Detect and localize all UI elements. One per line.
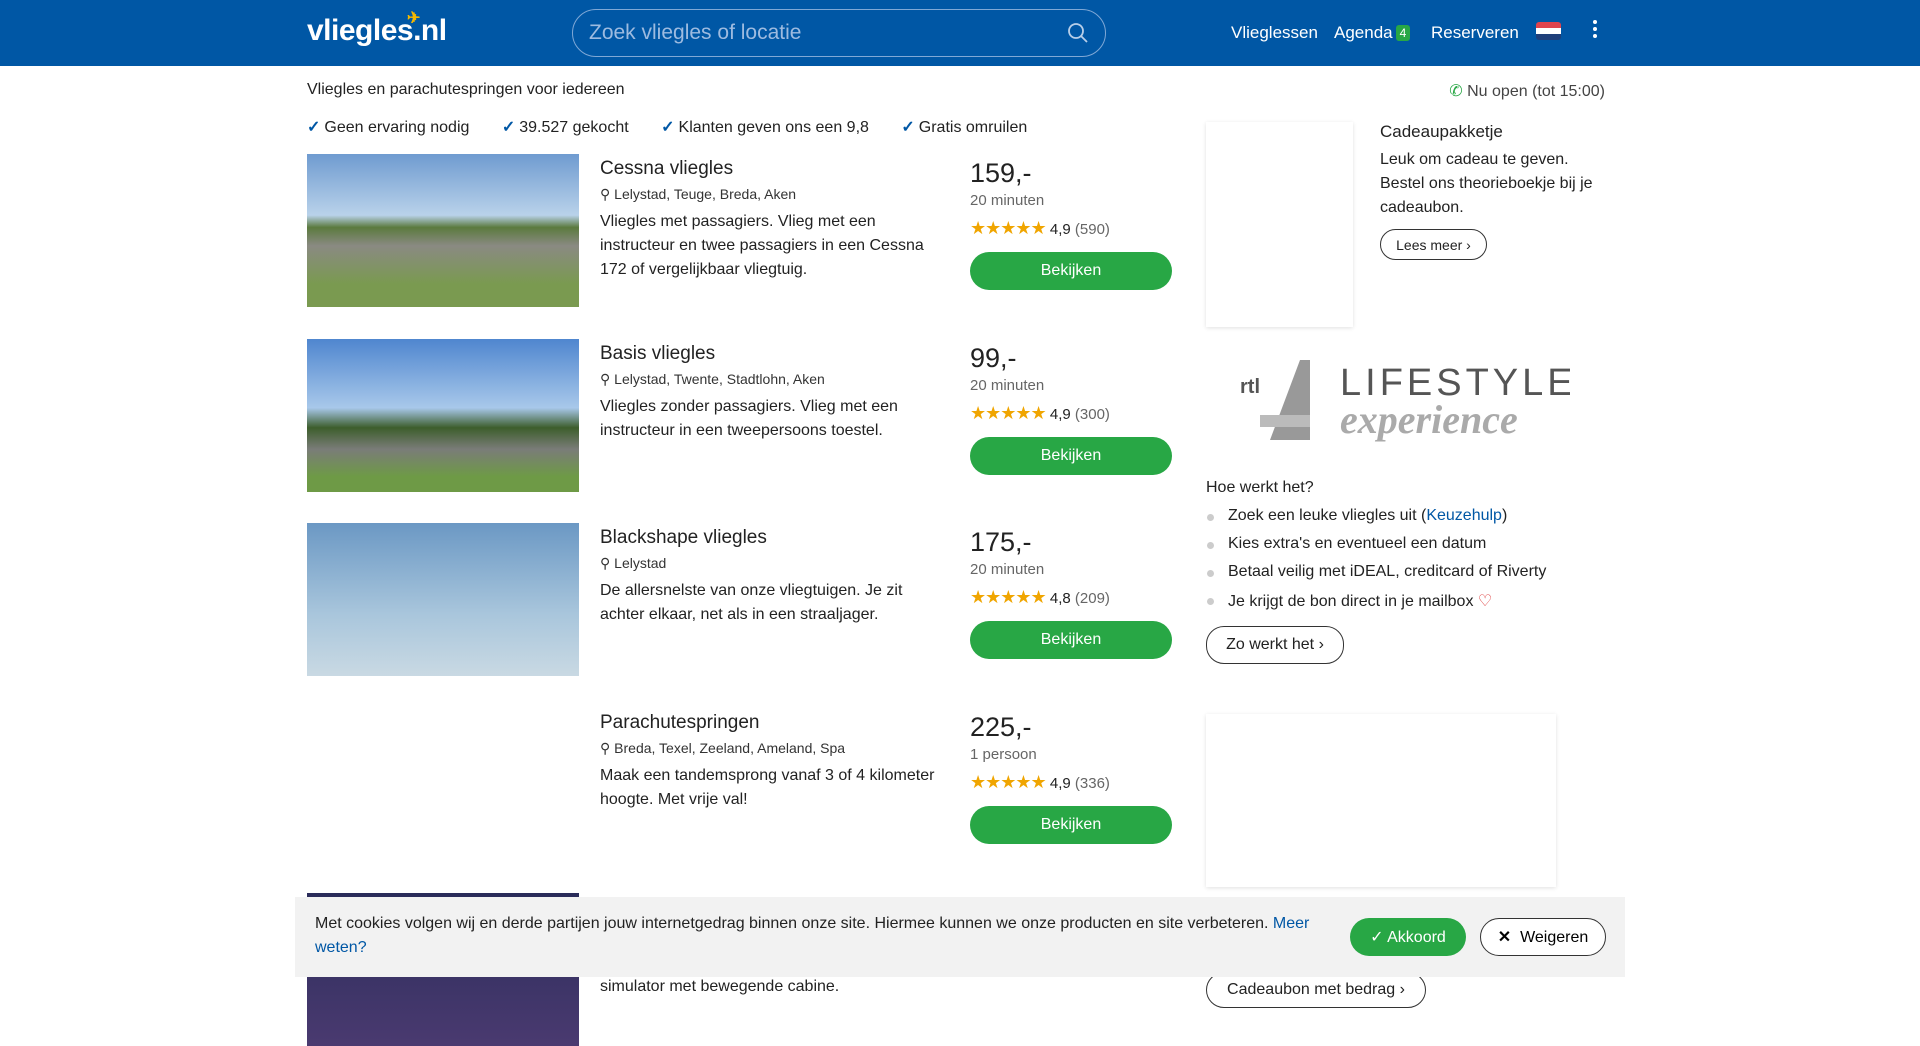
how-step: Zoek een leuke vliegles uit (Keuzehulp) xyxy=(1206,507,1546,535)
star-rating-icon: ★★★★★ xyxy=(970,403,1047,423)
open-status[interactable]: ✆ Nu open (tot 15:00) xyxy=(1449,81,1605,101)
cookie-more-link[interactable]: Meer weten? xyxy=(315,915,1310,956)
product-locations: ⚲ Lelystad xyxy=(600,555,667,571)
heart-icon: ♡ xyxy=(1477,593,1493,610)
gift-package-image xyxy=(1206,122,1353,327)
product-card: Parachutespringen ⚲ Breda, Texel, Zeelan… xyxy=(307,708,1177,861)
product-card: Cessna vliegles ⚲ Lelystad, Teuge, Breda… xyxy=(307,154,1177,307)
product-title[interactable]: Basis vliegles xyxy=(600,343,716,364)
usp-item: ✓ Geen ervaring nodig xyxy=(307,119,470,136)
product-price: 225,- xyxy=(970,712,1032,742)
product-description: simulator met bewegende cabine. xyxy=(600,978,840,995)
usp-item: ✓ Gratis omruilen xyxy=(901,119,1028,136)
location-pin-icon: ⚲ xyxy=(600,371,615,387)
usp-item: ✓ Klanten geven ons een 9,8 xyxy=(661,119,869,136)
product-image[interactable] xyxy=(307,154,579,307)
product-price: 99,- xyxy=(970,343,1017,373)
svg-text:experience: experience xyxy=(1340,397,1518,442)
nav-agenda[interactable]: Agenda 4 xyxy=(1334,23,1411,43)
usp-list: ✓ Geen ervaring nodig ✓ 39.527 gekocht ✓ Kl… xyxy=(307,117,1055,137)
product-duration: 1 persoon xyxy=(970,746,1037,763)
dutch-flag-icon[interactable] xyxy=(1536,22,1561,40)
svg-text:LIFESTYLE: LIFESTYLE xyxy=(1340,362,1570,404)
product-locations: ⚲ Breda, Texel, Zeeland, Ameland, Spa xyxy=(600,740,846,756)
more-menu-icon[interactable] xyxy=(1593,20,1599,41)
nav-vlieglessen[interactable]: Vlieglessen xyxy=(1231,23,1318,42)
nav-reserveren[interactable]: Reserveren xyxy=(1431,23,1519,42)
nav-agenda-label: Agenda xyxy=(1334,23,1393,42)
product-title[interactable]: Parachutespringen xyxy=(600,712,760,733)
product-image[interactable] xyxy=(307,523,579,676)
product-description: Vliegles met passagiers. Vlieg met een i… xyxy=(600,213,924,278)
view-product-button[interactable]: Bekijken xyxy=(970,806,1172,844)
product-rating: ★★★★★ 4,9 (300) xyxy=(970,403,1110,423)
cookie-text: Met cookies volgen wij en derde partijen… xyxy=(315,915,1310,956)
how-it-works-list: Zoek een leuke vliegles uit (Keuzehulp) … xyxy=(1206,507,1546,619)
check-icon: ✓ xyxy=(501,119,516,136)
product-description: De allersnelste van onze vliegtuigen. Je… xyxy=(600,582,903,623)
search-bar xyxy=(572,9,1106,57)
check-icon: ✓ xyxy=(307,119,321,136)
view-product-button[interactable]: Bekijken xyxy=(970,437,1172,475)
star-rating-icon: ★★★★★ xyxy=(970,218,1047,238)
tagline: Vliegles en parachutespringen voor ieder… xyxy=(307,81,625,98)
svg-text:rtl: rtl xyxy=(1240,376,1260,398)
view-product-button[interactable]: Bekijken xyxy=(970,621,1172,659)
location-pin-icon: ⚲ xyxy=(600,740,615,756)
open-status-text: Nu open (tot 15:00) xyxy=(1467,83,1605,100)
product-price: 159,- xyxy=(970,158,1032,188)
location-pin-icon: ⚲ xyxy=(600,186,615,202)
product-title[interactable]: Blackshape vliegles xyxy=(600,527,767,548)
star-rating-icon: ★★★★★ xyxy=(970,587,1047,607)
product-rating: ★★★★★ 4,9 (336) xyxy=(970,772,1110,792)
rtl4-lifestyle-logo: rtl LIFESTYLE experience xyxy=(1240,360,1570,442)
gift-title: Cadeaupakketje xyxy=(1380,122,1503,141)
product-duration: 20 minuten xyxy=(970,192,1045,209)
view-product-button[interactable]: Bekijken xyxy=(970,252,1172,290)
plane-icon: ✈ xyxy=(407,10,420,27)
logo[interactable]: vliegles.nl ✈ xyxy=(307,10,447,47)
check-icon: ✓ xyxy=(661,119,675,136)
product-card: Blackshape vliegles ⚲ Lelystad De allers… xyxy=(307,523,1177,676)
how-step: Kies extra's en eventueel een datum xyxy=(1206,535,1546,563)
product-locations: ⚲ Lelystad, Teuge, Breda, Aken xyxy=(600,186,797,202)
cookie-banner: Met cookies volgen wij en derde partijen… xyxy=(295,897,1625,977)
check-icon: ✓ xyxy=(1370,929,1388,946)
check-icon: ✓ xyxy=(901,119,915,136)
product-title[interactable]: Cessna vliegles xyxy=(600,158,734,179)
how-step: Betaal veilig met iDEAL, creditcard of R… xyxy=(1206,563,1546,591)
product-image[interactable] xyxy=(307,339,579,492)
search-icon[interactable] xyxy=(1067,22,1089,44)
cookie-accept-button[interactable]: ✓ Akkoord xyxy=(1350,918,1466,956)
product-rating: ★★★★★ 4,9 (590) xyxy=(970,218,1110,238)
voucher-amount-button[interactable]: Cadeaubon met bedrag › xyxy=(1206,972,1426,1008)
product-card: Basis vliegles ⚲ Lelystad, Twente, Stadt… xyxy=(307,339,1177,492)
usp-item: ✓ 39.527 gekocht xyxy=(501,119,629,136)
product-description: Maak een tandemsprong vanaf 3 of 4 kilom… xyxy=(600,767,935,808)
cookie-reject-button[interactable]: ✕ Weigeren xyxy=(1480,918,1606,956)
product-duration: 20 minuten xyxy=(970,377,1045,394)
keuzehulp-link[interactable]: Keuzehulp xyxy=(1426,507,1502,524)
side-banner xyxy=(1206,714,1556,887)
read-more-button[interactable]: Lees meer › xyxy=(1380,229,1487,260)
product-price: 175,- xyxy=(970,527,1032,557)
how-step: Je krijgt de bon direct in je mailbox ♡ xyxy=(1206,591,1546,619)
how-it-works-button[interactable]: Zo werkt het › xyxy=(1206,626,1344,664)
phone-icon: ✆ xyxy=(1449,83,1468,100)
search-input[interactable] xyxy=(589,20,1049,46)
product-duration: 20 minuten xyxy=(970,561,1045,578)
product-description: Vliegles zonder passagiers. Vlieg met ee… xyxy=(600,398,898,439)
gift-text: Leuk om cadeau te geven. Bestel ons theo… xyxy=(1380,151,1593,216)
product-locations: ⚲ Lelystad, Twente, Stadtlohn, Aken xyxy=(600,371,825,387)
location-pin-icon: ⚲ xyxy=(600,555,615,571)
star-rating-icon: ★★★★★ xyxy=(970,772,1047,792)
how-it-works-title: Hoe werkt het? xyxy=(1206,479,1314,496)
product-rating: ★★★★★ 4,8 (209) xyxy=(970,587,1110,607)
close-icon: ✕ xyxy=(1497,929,1516,946)
agenda-count-badge: 4 xyxy=(1395,25,1411,41)
